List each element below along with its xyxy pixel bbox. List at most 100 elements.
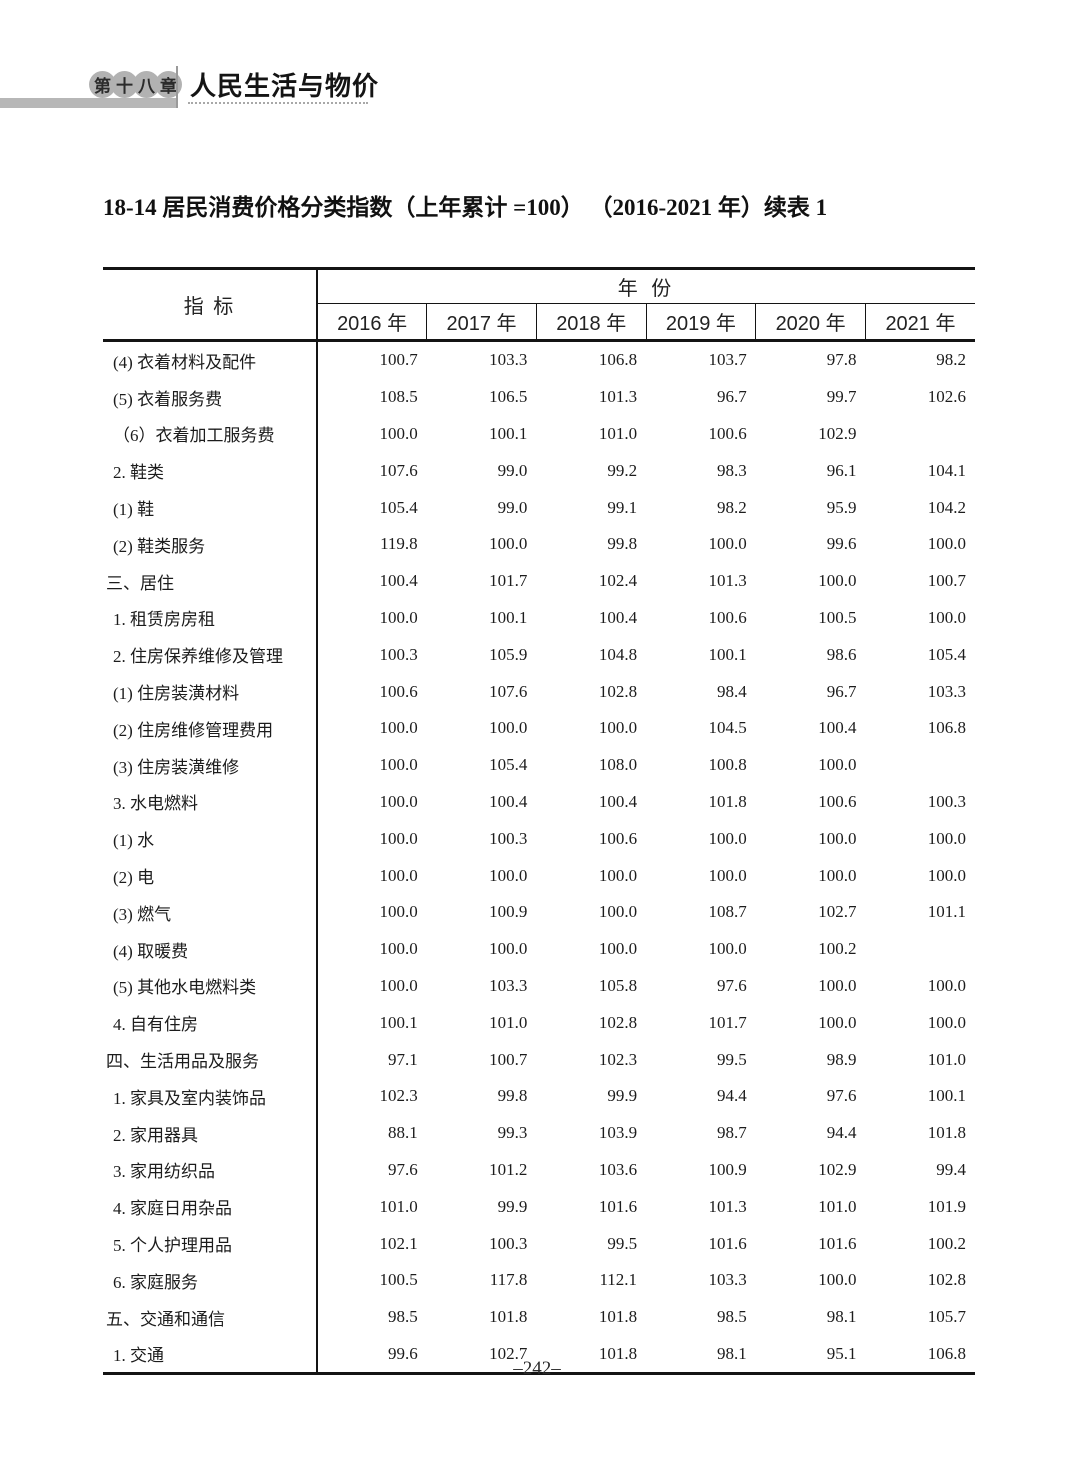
- table-row: (4) 取暖费 100.0 100.0 100.0 100.0 100.2: [103, 930, 975, 968]
- year-group-header: 年 份: [317, 268, 975, 304]
- row-value: 102.4: [598, 571, 638, 591]
- row-value: 101.3: [708, 1196, 747, 1216]
- row-value: 98.2: [936, 350, 966, 370]
- row-value: 96.1: [826, 460, 857, 480]
- row-value: 102.7: [818, 902, 857, 922]
- row-label: 4. 家庭日用杂品: [103, 1188, 318, 1226]
- row-value: 104.5: [708, 718, 747, 738]
- row-value: 100.0: [598, 718, 638, 738]
- row-value: 101.6: [598, 1196, 638, 1216]
- table-row: 1. 家具及室内装饰品 102.3 99.8 99.9 94.4 97.6 100.1: [103, 1077, 975, 1115]
- row-value: 100.3: [489, 1233, 528, 1253]
- row-value: 101.0: [818, 1196, 857, 1216]
- row-value: 105.4: [489, 755, 528, 775]
- row-value: 99.7: [826, 387, 857, 407]
- row-value: 100.9: [708, 1159, 747, 1179]
- row-value: 100.0: [489, 939, 528, 959]
- row-value: 100.0: [379, 791, 418, 811]
- row-value: 100.7: [927, 571, 966, 591]
- row-value: 98.2: [717, 497, 747, 517]
- row-value: 102.6: [927, 387, 966, 407]
- row-value: 100.2: [818, 939, 857, 959]
- row-label: 1. 家具及室内装饰品: [103, 1077, 318, 1115]
- row-value: 96.7: [826, 681, 857, 701]
- row-value: 98.9: [826, 1049, 857, 1069]
- row-label: (4) 取暖费: [103, 930, 318, 968]
- table-row: (5) 衣着服务费 108.5 106.5 101.3 96.7 99.7 102.6: [103, 378, 975, 416]
- row-value: 100.3: [379, 644, 418, 664]
- row-value: 104.8: [598, 644, 638, 664]
- table-row: 4. 家庭日用杂品 101.0 99.9 101.6 101.3 101.0 101.9: [103, 1188, 975, 1226]
- row-value: 96.7: [717, 387, 747, 407]
- row-value: 99.4: [936, 1159, 966, 1179]
- row-label: 6. 家庭服务: [103, 1261, 318, 1299]
- row-value: 94.4: [717, 1086, 747, 1106]
- row-value: 106.8: [598, 350, 638, 370]
- row-value: 95.9: [826, 497, 857, 517]
- row-value: 100.0: [927, 534, 966, 554]
- page-number: –242–: [513, 1358, 561, 1379]
- row-value: 100.8: [708, 755, 747, 775]
- row-value: 108.7: [708, 902, 747, 922]
- row-value: 100.6: [708, 423, 747, 443]
- row-value: 101.8: [598, 1307, 638, 1327]
- row-value: 100.9: [489, 902, 528, 922]
- table-row: (1) 住房装潢材料 100.6 107.6 102.8 98.4 96.7 103.3: [103, 673, 975, 710]
- row-value: 98.3: [717, 460, 747, 480]
- table-body: (4) 衣着材料及配件 100.7 103.3 106.8 103.7 97.8 98.2(…: [103, 340, 975, 1374]
- row-value: 102.3: [379, 1086, 418, 1106]
- row-value: 101.0: [927, 1049, 966, 1069]
- row-value: 100.0: [379, 828, 418, 848]
- row-value: 100.1: [489, 607, 528, 627]
- row-value: 99.0: [497, 460, 528, 480]
- row-label: (1) 水: [103, 820, 318, 858]
- row-value: 102.1: [379, 1233, 418, 1253]
- row-value: 100.5: [379, 1270, 418, 1290]
- year-header: 2016 年: [316, 303, 427, 342]
- row-value: 99.8: [497, 1086, 528, 1106]
- row-value: 99.9: [607, 1086, 638, 1106]
- row-value: 100.0: [708, 828, 747, 848]
- row-value: 100.0: [489, 865, 528, 885]
- row-value: 100.7: [379, 350, 418, 370]
- row-label: (4) 衣着材料及配件: [103, 340, 318, 379]
- row-value: 99.5: [607, 1233, 638, 1253]
- year-header: 2017 年: [426, 303, 537, 342]
- row-value: 100.0: [927, 975, 966, 995]
- row-value: 97.6: [387, 1159, 418, 1179]
- row-value: 100.0: [379, 865, 418, 885]
- row-value: 100.0: [708, 865, 747, 885]
- table-row: 2. 鞋类 107.6 99.0 99.2 98.3 96.1 104.1: [103, 452, 975, 490]
- row-label: 3. 水电燃料: [103, 783, 318, 821]
- row-value: 101.8: [489, 1307, 528, 1327]
- row-value: 100.0: [708, 534, 747, 554]
- row-value: 102.9: [818, 1159, 857, 1179]
- row-value: 101.1: [927, 902, 966, 922]
- row-value: 100.4: [818, 718, 857, 738]
- row-label: (5) 衣着服务费: [103, 378, 318, 416]
- row-label: 三、居住: [103, 562, 318, 600]
- row-label: （6）衣着加工服务费: [103, 415, 318, 453]
- row-value: 101.0: [598, 423, 638, 443]
- chapter-badge-char-icon: 十: [111, 71, 138, 98]
- table-row: 4. 自有住房 100.1 101.0 102.8 101.7 100.0 100.0: [103, 1004, 975, 1042]
- table-title: 18-14 居民消费价格分类指数（上年累计 =100） （2016-2021 年…: [103, 195, 828, 220]
- row-value: 104.2: [927, 497, 966, 517]
- row-value: 100.1: [927, 1086, 966, 1106]
- row-value: 101.7: [708, 1012, 747, 1032]
- row-value: 99.8: [607, 534, 638, 554]
- row-label: 2. 鞋类: [103, 452, 318, 490]
- row-value: 100.0: [818, 571, 857, 591]
- row-value: [865, 747, 975, 784]
- header-years-row: 2016 年 2017 年 2018 年 2019 年 2020 年 2021 …: [103, 303, 975, 342]
- row-value: 98.5: [717, 1307, 747, 1327]
- row-value: 99.6: [826, 534, 857, 554]
- row-value: 100.0: [379, 902, 418, 922]
- table-row: （6）衣着加工服务费 100.0 100.1 101.0 100.6 102.9: [103, 415, 975, 453]
- row-value: 105.7: [927, 1307, 966, 1327]
- row-label: (3) 燃气: [103, 893, 318, 931]
- table-row: 四、生活用品及服务 97.1 100.7 102.3 99.5 98.9 101.0: [103, 1041, 975, 1078]
- row-value: 105.9: [489, 644, 528, 664]
- row-value: 100.5: [818, 607, 857, 627]
- row-value: 98.5: [387, 1307, 418, 1327]
